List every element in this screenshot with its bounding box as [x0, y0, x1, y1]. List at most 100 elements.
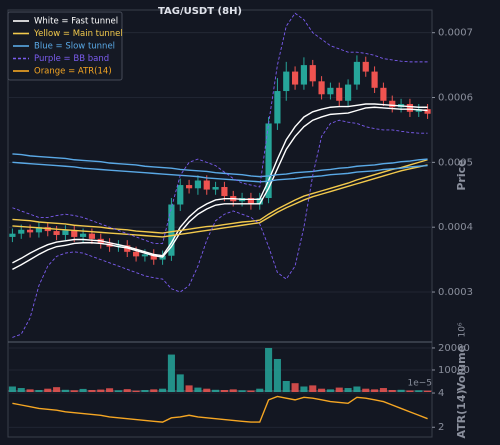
- candle-body: [9, 233, 16, 237]
- candle-body: [71, 230, 78, 237]
- y-tick-label: 10000: [438, 365, 470, 376]
- candle-body: [88, 233, 96, 239]
- volume-bar: [70, 390, 78, 392]
- candle-body: [18, 229, 25, 234]
- candle-body: [265, 123, 272, 199]
- volume-bar: [44, 388, 52, 392]
- candle-body: [185, 185, 193, 189]
- y-axis-label: ATR(14): [455, 390, 468, 439]
- volume-bar: [159, 388, 167, 392]
- candle-body: [212, 186, 219, 190]
- candle-body: [203, 180, 210, 190]
- candle-body: [389, 100, 396, 108]
- candle-body: [283, 71, 290, 92]
- volume-bar: [141, 390, 149, 392]
- volume-bar: [53, 387, 61, 392]
- legend-label: Purple = BB band: [34, 54, 109, 64]
- y-tick-label: 0.0007: [438, 28, 473, 39]
- y-tick-label: 4: [438, 388, 444, 399]
- y-tick-label: 0.0004: [438, 222, 473, 233]
- legend-label: Yellow = Main tunnel: [33, 29, 123, 39]
- volume-bar: [353, 386, 361, 392]
- volume-bar: [300, 386, 308, 392]
- y-tick-label: 2: [438, 422, 444, 433]
- volume-bar: [379, 388, 387, 392]
- chart-title: TAG/USDT (8H): [158, 6, 242, 17]
- volume-bar: [265, 347, 273, 392]
- indicator-line: [12, 164, 428, 238]
- volume-bar: [212, 389, 220, 392]
- candle-body: [79, 233, 87, 237]
- candle-body: [26, 229, 34, 233]
- candle-body: [424, 109, 431, 114]
- candle-body: [274, 91, 281, 124]
- volume-bar: [88, 390, 96, 392]
- volume-bar: [176, 374, 184, 392]
- candle-body: [406, 104, 414, 112]
- volume-bar: [415, 390, 423, 392]
- y-axis-label: Volume: [455, 345, 468, 391]
- volume-bar: [106, 388, 114, 392]
- axis-offset: 1e−5: [407, 379, 432, 389]
- volume-bar: [26, 389, 34, 392]
- legend-label: White = Fast tunnel: [34, 17, 118, 27]
- indicator-line: [12, 12, 428, 244]
- legend-label: Orange = ATR(14): [34, 67, 112, 77]
- candle-body: [141, 254, 149, 257]
- candle-body: [150, 254, 157, 260]
- candle-body: [177, 185, 184, 205]
- candle-body: [194, 180, 202, 189]
- volume-bar: [309, 385, 317, 392]
- volume-bar: [318, 388, 326, 392]
- volume-bar: [229, 389, 237, 392]
- volume-bar: [167, 354, 175, 392]
- indicator-line: [12, 103, 428, 264]
- candle-body: [291, 71, 299, 85]
- y-axis-label: Price: [455, 159, 468, 190]
- volume-bar: [362, 388, 370, 392]
- volume-bar: [371, 389, 379, 392]
- candle-body: [247, 198, 255, 205]
- indicator-line: [12, 395, 428, 423]
- candle-body: [353, 61, 361, 85]
- candle-body: [336, 87, 343, 101]
- volume-bar: [238, 390, 246, 392]
- volume-bar: [35, 390, 43, 392]
- candle-body: [344, 84, 352, 101]
- candle-body: [168, 204, 175, 256]
- axis-offset: 10⁶: [458, 322, 468, 337]
- volume-bar: [344, 388, 352, 392]
- y-tick-label: 20000: [438, 343, 470, 354]
- volume-bar: [424, 390, 432, 392]
- candle-body: [318, 81, 325, 95]
- volume-bar: [256, 388, 264, 392]
- candle-body: [309, 65, 316, 82]
- candle-body: [327, 87, 334, 95]
- candle-body: [256, 198, 263, 205]
- volume-bar: [194, 387, 202, 392]
- frame: [7, 9, 433, 438]
- volume-bar: [397, 389, 405, 392]
- volume-bar: [150, 389, 158, 392]
- y-tick-label: 0.0003: [438, 287, 473, 298]
- y-tick-label: 0.0005: [438, 157, 473, 168]
- candle-body: [62, 230, 69, 235]
- volume-bar: [406, 390, 414, 392]
- volume-bar: [273, 358, 281, 392]
- volume-bar: [335, 387, 343, 392]
- volume-bar: [247, 390, 255, 392]
- volume-bar: [291, 383, 299, 392]
- indicator-line: [12, 119, 428, 338]
- legend-box: [7, 11, 123, 81]
- volume-bar: [282, 380, 290, 392]
- volume-bar: [220, 390, 228, 392]
- legend-label: Blue = Slow tunnel: [34, 42, 115, 52]
- volume-bar: [132, 390, 140, 392]
- volume-bar: [97, 389, 105, 392]
- volume-bar: [203, 388, 211, 392]
- candle-body: [35, 227, 43, 233]
- candle-body: [380, 87, 387, 101]
- candle-body: [53, 231, 60, 235]
- volume-bar: [388, 390, 396, 392]
